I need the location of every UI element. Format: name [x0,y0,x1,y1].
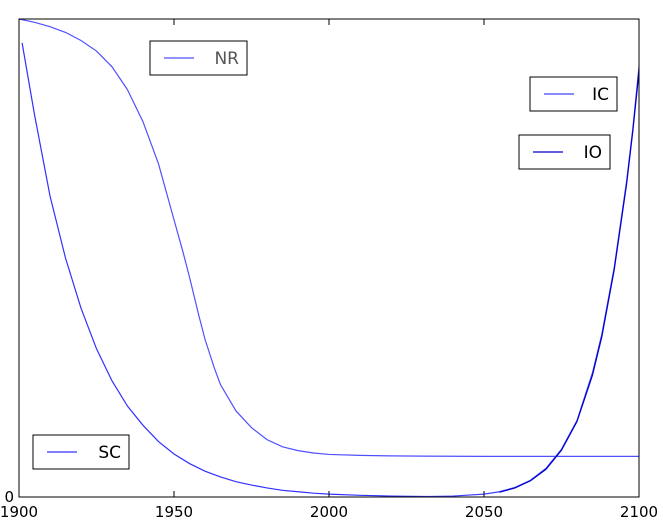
series-line-sc [21,42,454,498]
series-line-io [499,71,640,493]
ticks-layer: 1900 1950 2000 2050 2100 0 [0,19,658,521]
legend-label: SC [98,443,121,463]
x-tick-label-1900: 1900 [0,503,38,521]
x-tick-label-2050: 2050 [465,503,503,521]
y-tick-label-0: 0 [4,488,14,506]
legend-sc: SC [32,434,130,470]
legend-box [518,134,611,170]
x-tick-label-2000: 2000 [310,503,348,521]
series-line-nr [18,18,639,457]
legend-label: IC [592,85,609,105]
legend-label: NR [214,49,239,69]
x-tick-label-2100: 2100 [620,503,658,521]
legend-ic: IC [529,76,618,112]
legend-nr: NR [149,40,248,76]
legend-io: IO [518,134,611,170]
series-line-ic [421,66,640,498]
x-tick-label-1950: 1950 [155,503,193,521]
legend-label: IO [584,143,602,163]
legend-layer: NR IC IO SC [32,40,618,470]
